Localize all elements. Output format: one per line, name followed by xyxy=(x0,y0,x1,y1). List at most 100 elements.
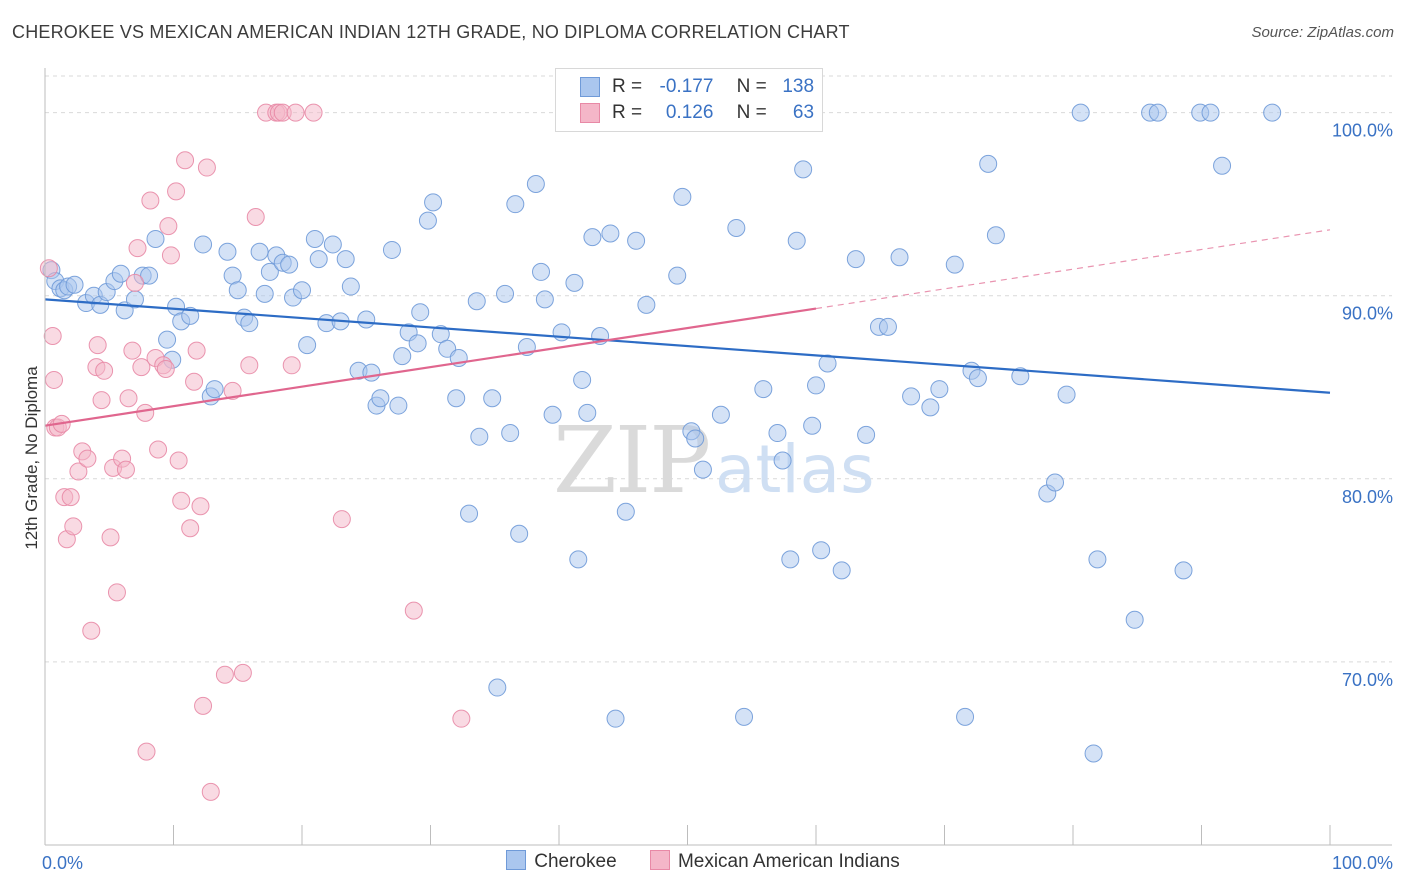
cherokee-point xyxy=(846,250,865,269)
cherokee-point xyxy=(768,424,787,443)
mexican-point xyxy=(201,782,220,801)
cherokee-point xyxy=(532,262,551,281)
watermark-atlas: atlas xyxy=(715,431,875,508)
mexican-point xyxy=(223,381,242,400)
mexican-point xyxy=(404,601,423,620)
cherokee-point xyxy=(218,242,237,261)
chart-source: Source: ZipAtlas.com xyxy=(1251,24,1394,41)
cherokee-point xyxy=(393,347,412,366)
cherokee-point xyxy=(818,354,837,373)
stats-legend: R = -0.177 N = 138 R = 0.126 N = 63 xyxy=(555,68,823,132)
cherokee-point xyxy=(501,424,520,443)
cherokee-point xyxy=(686,429,705,448)
cherokee-point xyxy=(878,317,897,336)
cherokee-point xyxy=(773,451,792,470)
mexican-point xyxy=(187,341,206,360)
cherokee-point xyxy=(255,284,274,303)
legend-n-value-mexican: 63 xyxy=(792,102,815,123)
mexican-point xyxy=(128,239,147,258)
series-legend-cherokee[interactable]: Cherokee xyxy=(506,850,617,873)
cherokee-point xyxy=(1071,103,1090,122)
cherokee-point xyxy=(382,240,401,259)
cherokee-point xyxy=(260,262,279,281)
cherokee-point xyxy=(181,306,200,325)
cherokee-point xyxy=(1084,744,1103,763)
cherokee-point xyxy=(1201,103,1220,122)
cherokee-point xyxy=(979,154,998,173)
legend-r-value-mexican: 0.126 xyxy=(665,102,714,123)
mexican-point xyxy=(156,359,175,378)
cherokee-point xyxy=(1088,550,1107,569)
y-axis-title: 12th Grade, No Diploma xyxy=(22,366,41,550)
mexican-point xyxy=(119,389,138,408)
cherokee-point xyxy=(280,255,299,274)
cherokee-point xyxy=(986,226,1005,245)
cherokee-point xyxy=(309,250,328,269)
cherokee-point xyxy=(362,363,381,382)
legend-row-cherokee: R = -0.177 N = 138 xyxy=(580,75,814,99)
mexican-point xyxy=(167,182,186,201)
mexican-point xyxy=(197,158,216,177)
mexican-point xyxy=(181,519,200,538)
cherokee-point xyxy=(298,336,317,355)
series-swatch-mexican xyxy=(649,850,670,870)
cherokee-point xyxy=(543,405,562,424)
cherokee-point xyxy=(902,387,921,406)
cherokee-point xyxy=(1148,103,1167,122)
cherokee-point xyxy=(411,303,430,322)
cherokee-point xyxy=(1057,385,1076,404)
y-tick-label: 100.0% xyxy=(1332,121,1393,141)
cherokee-point xyxy=(483,389,502,408)
cherokee-point xyxy=(956,707,975,726)
cherokee-point xyxy=(1174,561,1193,580)
cherokee-point xyxy=(146,229,165,248)
mexican-point xyxy=(123,341,142,360)
series-label-mexican: Mexican American Indians xyxy=(677,851,900,872)
cherokee-point xyxy=(293,281,311,300)
legend-r-label: R = xyxy=(612,76,643,97)
y-tick-label: 80.0% xyxy=(1342,487,1393,507)
trend-layer xyxy=(44,229,1331,427)
cherokee-point xyxy=(601,224,620,243)
mexican-point xyxy=(233,663,252,682)
cherokee-point xyxy=(323,235,342,254)
cherokee-point xyxy=(794,160,813,179)
cherokee-point xyxy=(460,504,479,523)
mexican-point xyxy=(191,497,210,516)
mexican-point xyxy=(39,259,58,278)
cherokee-point xyxy=(158,330,177,349)
cherokee-point xyxy=(930,380,949,399)
series-label-cherokee: Cherokee xyxy=(534,851,617,872)
legend-n-label: N = xyxy=(736,76,767,97)
mexican-point xyxy=(141,191,160,210)
mexican-point xyxy=(78,449,97,468)
cherokee-point xyxy=(583,228,602,247)
legend-swatch-cherokee xyxy=(580,76,600,97)
watermark-zip: ZIP xyxy=(553,407,709,514)
mexican-point xyxy=(101,528,120,547)
mexican-point xyxy=(215,665,234,684)
cherokee-point xyxy=(573,370,592,389)
cherokee-point xyxy=(968,369,987,388)
mexican-point xyxy=(132,358,151,377)
legend-r-label: R = xyxy=(612,102,643,123)
cherokee-point xyxy=(569,550,588,569)
y-tick-label: 90.0% xyxy=(1342,304,1393,324)
cherokee-point xyxy=(673,187,692,206)
y-tick-label: 70.0% xyxy=(1342,670,1393,690)
cherokee-point xyxy=(240,314,259,333)
mexican-point xyxy=(332,510,351,529)
cherokee-point xyxy=(506,195,525,214)
mexican-trend-line xyxy=(44,307,817,427)
cherokee-point xyxy=(305,229,324,248)
legend-swatch-mexican xyxy=(580,102,600,123)
cherokee-point xyxy=(526,175,545,194)
cherokee-point xyxy=(754,380,773,399)
series-legend-mexican[interactable]: Mexican American Indians xyxy=(649,850,900,873)
cherokee-point xyxy=(535,290,554,309)
mexican-point xyxy=(61,488,80,507)
mexican-point xyxy=(185,372,204,391)
cherokee-point xyxy=(418,211,437,230)
mexican-point xyxy=(169,451,188,470)
